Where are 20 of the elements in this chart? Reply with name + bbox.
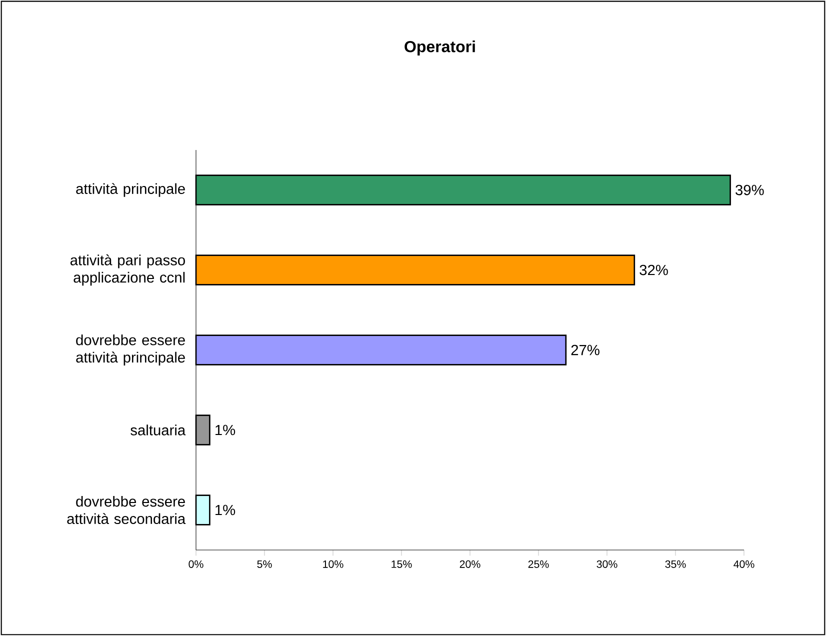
data-label: 1% (216, 504, 236, 516)
x-tick-label: 5% (257, 560, 272, 568)
data-label: 39% (736, 184, 764, 196)
y-tick-label: attività principale (76, 183, 185, 197)
y-tick-label: dovrebbe essere attività secondaria (67, 496, 186, 524)
chart-title: Operatori (404, 40, 475, 56)
x-tick-label: 10% (323, 560, 344, 568)
data-label: 1% (216, 424, 236, 436)
data-label: 27% (571, 344, 600, 356)
y-tick-label: saltuaria (130, 424, 186, 436)
x-tick-label: 30% (596, 560, 618, 568)
x-tick-label: 0% (188, 560, 204, 568)
y-tick-label: dovrebbe essere attività principale (76, 334, 185, 366)
x-tick-label: 35% (665, 560, 686, 568)
x-tick-label: 40% (734, 560, 754, 568)
x-tick-label: 25% (528, 560, 549, 568)
x-tick-label: 20% (460, 560, 480, 568)
y-tick-label: attività pari passo applicazione ccnl (70, 254, 185, 286)
data-label: 32% (640, 264, 668, 276)
x-tick-label: 15% (392, 560, 412, 568)
